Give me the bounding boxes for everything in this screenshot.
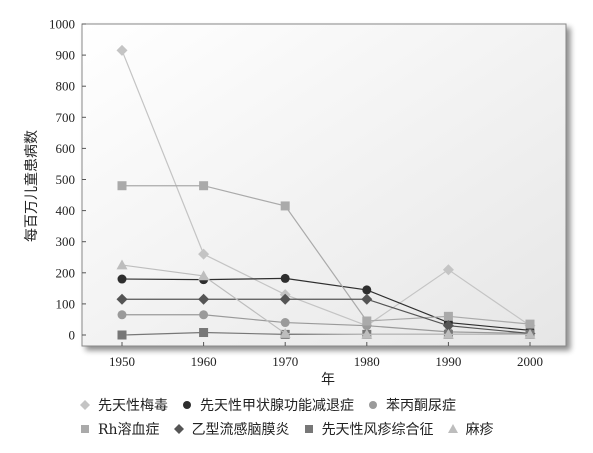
series-7: [116, 259, 536, 339]
data-point: [442, 264, 454, 276]
legend-label: 先天性甲状腺功能减退症: [200, 398, 354, 414]
series-line: [121, 264, 530, 335]
legend-label: 先天性风疹综合征: [321, 422, 434, 438]
square-icon: [304, 425, 313, 433]
data-point: [361, 293, 373, 305]
data-point: [116, 259, 128, 270]
chart: 0 100 200 300 400 500 600 700 800 900 1000 1950 1960…: [23, 17, 567, 388]
data-point: [361, 328, 373, 339]
data-point: [198, 293, 210, 305]
data-point: [524, 328, 536, 339]
legend-item: 麻疹: [446, 419, 494, 439]
data-point: [280, 201, 290, 211]
chart-marks: [116, 44, 536, 340]
x-tick-label: 1960: [191, 354, 217, 369]
diamond-icon: [173, 424, 184, 434]
legend-item: 先天性梅毒: [78, 395, 168, 415]
legend-marker: [447, 424, 458, 433]
y-tick-label: 900: [56, 48, 76, 63]
data-point: [525, 319, 535, 329]
legend-item: Rh溶血症: [78, 419, 160, 439]
data-point: [199, 181, 209, 191]
data-point: [279, 327, 291, 338]
y-tick-label: 100: [56, 296, 76, 311]
circle-icon: [183, 401, 191, 409]
y-axis-label: 每百万儿童患病数: [23, 130, 40, 242]
x-tick-label: 2000: [517, 354, 543, 369]
legend-item: 乙型流感脑膜炎: [172, 419, 290, 439]
data-point: [117, 274, 127, 284]
y-tick-label: 1000: [49, 17, 75, 32]
data-point: [198, 248, 210, 260]
series-line: [122, 298, 531, 335]
series-line: [121, 50, 531, 327]
legend-marker: [81, 425, 89, 433]
legend-marker: [80, 400, 90, 410]
triangle-icon: [447, 424, 458, 433]
x-axis-label: 年: [321, 372, 335, 388]
legend-item: 苯丙酮尿症: [366, 395, 456, 415]
chart-axes: 0 100 200 300 400 500 600 700 800 900 1000 1950 1960…: [49, 17, 543, 370]
data-point: [362, 316, 372, 326]
data-point: [279, 293, 291, 305]
x-tick-label: 1990: [435, 354, 461, 369]
series-line: [121, 277, 531, 331]
legend-label: Rh溶血症: [98, 422, 160, 438]
series-line: [122, 314, 531, 335]
legend-marker: [173, 424, 184, 434]
legend-label: 麻疹: [465, 422, 494, 438]
x-tick-label: 1980: [354, 354, 380, 369]
x-tick-label: 1970: [272, 354, 298, 369]
legend-row: 先天性梅毒 先天性甲状腺功能减退症 苯丙酮尿症: [78, 393, 588, 417]
data-point: [116, 44, 128, 56]
data-point: [443, 311, 453, 321]
data-point: [116, 293, 128, 305]
legend-label: 苯丙酮尿症: [386, 398, 456, 414]
data-point: [199, 310, 209, 320]
data-point: [442, 328, 454, 339]
legend-item: 先天性风疹综合征: [302, 419, 434, 439]
legend-item: 先天性甲状腺功能减退症: [180, 395, 354, 415]
data-point: [199, 328, 209, 338]
diamond-icon: [80, 400, 90, 410]
y-tick-label: 400: [56, 203, 76, 218]
y-tick-label: 0: [69, 328, 76, 343]
legend-row: Rh溶血症 乙型流感脑膜炎 先天性风疹综合征 麻疹: [78, 417, 588, 441]
y-tick-label: 200: [56, 265, 76, 280]
data-point: [117, 330, 127, 340]
data-point: [280, 273, 290, 283]
y-tick-label: 300: [56, 234, 76, 249]
legend-marker: [183, 401, 191, 409]
y-tick-label: 800: [56, 79, 76, 94]
data-point: [198, 270, 210, 281]
data-point: [117, 181, 127, 191]
plot-area: [81, 23, 567, 347]
circle-icon: [369, 401, 377, 409]
data-point: [280, 318, 290, 328]
y-tick-label: 500: [56, 172, 76, 187]
y-tick-label: 700: [56, 110, 76, 125]
series-4: [117, 181, 535, 329]
legend-label: 先天性梅毒: [98, 398, 168, 414]
x-tick-label: 1950: [109, 354, 135, 369]
data-point: [442, 320, 454, 332]
legend-marker: [369, 401, 377, 409]
legend: 先天性梅毒 先天性甲状腺功能减退症 苯丙酮尿症 Rh溶血症 乙型流感脑膜炎 先天性风疹综合…: [78, 393, 588, 441]
data-point: [117, 310, 127, 320]
series-line: [122, 185, 531, 325]
data-point: [362, 285, 372, 295]
square-icon: [81, 425, 89, 433]
y-tick-label: 600: [56, 141, 76, 156]
legend-label: 乙型流感脑膜炎: [191, 422, 290, 438]
legend-marker: [304, 425, 313, 433]
